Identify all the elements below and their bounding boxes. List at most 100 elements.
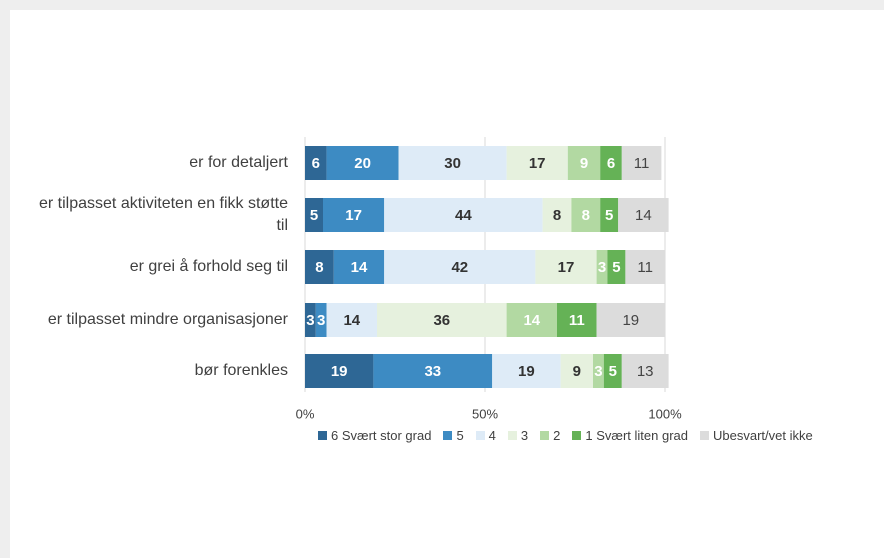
legend-swatch bbox=[507, 431, 517, 440]
legend-item: 3 bbox=[507, 428, 529, 443]
bar-segment bbox=[607, 250, 626, 284]
bar-segment bbox=[593, 354, 604, 388]
category-label: er tilpasset mindre organisasjoner bbox=[47, 311, 288, 328]
data-label: 11 bbox=[637, 259, 653, 276]
x-tick-label: 50% bbox=[472, 406, 498, 421]
bar-segment bbox=[305, 303, 316, 337]
bar-segment bbox=[305, 354, 374, 388]
legend-item: 1 Svært liten grad bbox=[572, 428, 688, 443]
data-label: 17 bbox=[529, 155, 546, 172]
data-label: 5 bbox=[310, 207, 318, 224]
data-label: 20 bbox=[354, 155, 371, 172]
legend-label: Ubesvart/vet ikke bbox=[712, 428, 813, 443]
bar-segment bbox=[305, 250, 334, 284]
data-label: 5 bbox=[609, 363, 617, 380]
bar-segment bbox=[596, 250, 608, 284]
bar-segment bbox=[596, 303, 665, 337]
data-label: 11 bbox=[634, 155, 650, 172]
data-label: 19 bbox=[622, 312, 639, 329]
bar-segment bbox=[557, 303, 597, 337]
bar-segment bbox=[506, 146, 568, 180]
bar-segment bbox=[625, 250, 665, 284]
legend-label: 1 Svært liten grad bbox=[585, 428, 688, 443]
data-label: 8 bbox=[315, 259, 323, 276]
bar-segment bbox=[323, 198, 385, 232]
bar-segment bbox=[373, 354, 493, 388]
bar-segment bbox=[600, 146, 622, 180]
data-label: 6 bbox=[312, 155, 320, 172]
legend-label: 3 bbox=[520, 428, 529, 443]
bar-segment bbox=[603, 354, 622, 388]
data-label: 42 bbox=[451, 259, 468, 276]
bar-segment bbox=[571, 198, 601, 232]
legend-swatch bbox=[699, 431, 709, 440]
legend-label: 5 bbox=[456, 428, 464, 443]
category-label: bør forenkles bbox=[194, 362, 288, 379]
bar-segment bbox=[384, 250, 536, 284]
chart: 0% 50% 100%6 20 30 17 9 6 115 17 44 8 8 5 148 14 42 17 3 5 1… bbox=[296, 137, 682, 421]
x-tick-label: 0% bbox=[296, 406, 315, 421]
legend-label: 4 bbox=[488, 428, 496, 443]
data-label: 33 bbox=[424, 363, 441, 380]
bar-segment bbox=[621, 146, 662, 180]
bar-segment bbox=[542, 198, 572, 232]
legend-item: 5 bbox=[443, 428, 464, 443]
legend-swatch bbox=[475, 431, 485, 440]
bar-segment bbox=[492, 354, 561, 388]
category-label: er tilpasset aktiviteten en fikk støtte … bbox=[39, 195, 288, 234]
data-label: 3 bbox=[598, 259, 606, 276]
bar-segment bbox=[535, 250, 597, 284]
legend-label: 2 bbox=[553, 428, 561, 443]
bar-segment bbox=[398, 146, 507, 180]
bar-segment bbox=[621, 354, 669, 388]
legend-swatch bbox=[443, 431, 453, 440]
legend-item: 2 bbox=[540, 428, 560, 443]
bar-segment bbox=[600, 198, 619, 232]
data-label: 8 bbox=[553, 207, 561, 224]
legend-item: 4 bbox=[475, 428, 496, 443]
bar-segment bbox=[305, 198, 323, 232]
bar-segment bbox=[326, 303, 377, 337]
data-label: 44 bbox=[455, 207, 472, 224]
legend-swatch bbox=[540, 431, 550, 440]
bar-segment bbox=[506, 303, 557, 337]
category-label: er grei å forhold seg til bbox=[129, 258, 288, 275]
data-label: 14 bbox=[635, 207, 652, 224]
data-label: 30 bbox=[444, 155, 461, 172]
legend: 6 Svært stor grad 5 4 3 2 1 Svært liten grad U… bbox=[318, 428, 813, 443]
legend-item: Ubesvart/vet ikke bbox=[699, 428, 813, 443]
data-label: 14 bbox=[523, 312, 540, 329]
legend-swatch bbox=[572, 431, 582, 440]
legend-item: 6 Svært stor grad bbox=[318, 428, 431, 443]
data-label: 3 bbox=[306, 312, 314, 329]
data-label: 19 bbox=[331, 363, 348, 380]
data-label: 8 bbox=[582, 207, 590, 224]
data-label: 13 bbox=[637, 363, 654, 380]
data-label: 14 bbox=[351, 259, 368, 276]
x-tick-label: 100% bbox=[648, 406, 682, 421]
bar-segment bbox=[384, 198, 543, 232]
category-label: er for detaljert bbox=[189, 154, 288, 171]
bar-segment bbox=[567, 146, 601, 180]
data-label: 19 bbox=[518, 363, 535, 380]
data-label: 3 bbox=[594, 363, 602, 380]
bar-segment bbox=[333, 250, 385, 284]
data-label: 6 bbox=[607, 155, 615, 172]
data-label: 5 bbox=[612, 259, 620, 276]
bar-segment bbox=[326, 146, 399, 180]
legend-swatch bbox=[318, 431, 327, 440]
bar-segment bbox=[305, 146, 327, 180]
data-label: 17 bbox=[345, 207, 362, 224]
data-label: 11 bbox=[569, 312, 585, 329]
bar-segment bbox=[315, 303, 327, 337]
bar-segment bbox=[560, 354, 593, 388]
data-label: 3 bbox=[317, 312, 325, 329]
data-label: 5 bbox=[605, 207, 613, 224]
legend-label: 6 Svært stor grad bbox=[331, 428, 432, 443]
data-label: 14 bbox=[343, 312, 360, 329]
bar-segment bbox=[618, 198, 669, 232]
data-label: 36 bbox=[433, 312, 450, 329]
data-label: 9 bbox=[580, 155, 588, 172]
panel: 0% 50% 100% 6 20 30 17 9 6 11 5 17 44 8 8 5 14 8 14 42 17 3 5 1… bbox=[10, 10, 884, 558]
